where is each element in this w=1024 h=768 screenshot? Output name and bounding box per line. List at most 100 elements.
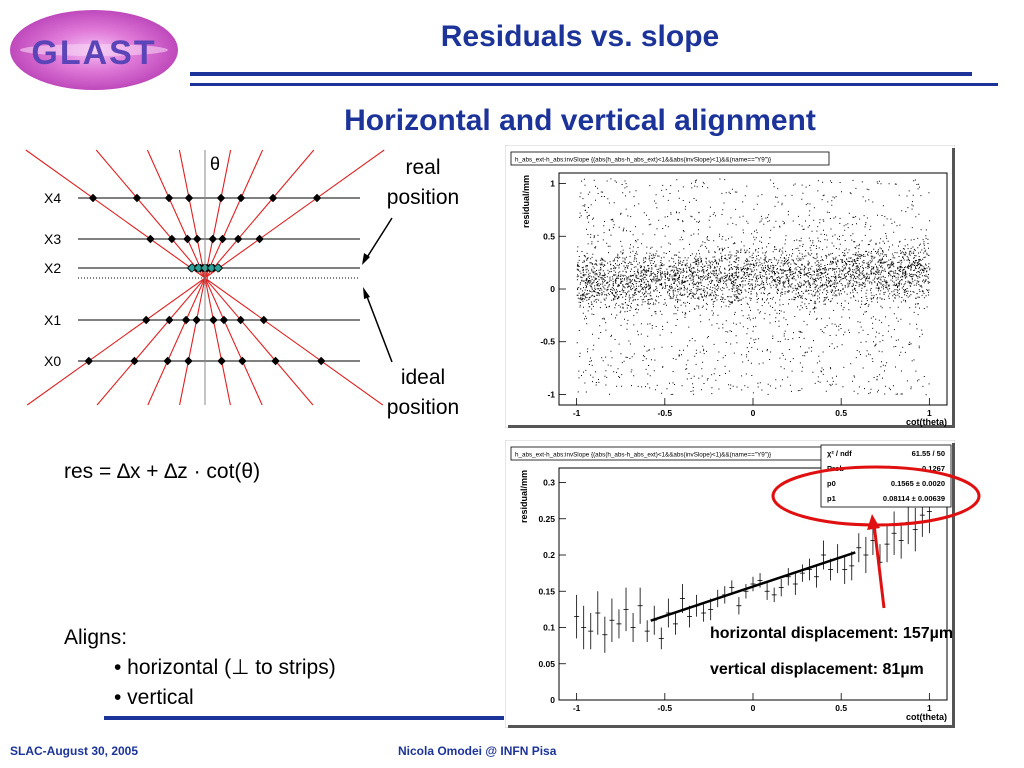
profile-point bbox=[799, 564, 805, 582]
real-label-2: position bbox=[387, 186, 459, 209]
highlight-arrow bbox=[872, 523, 886, 609]
real-hit-point bbox=[206, 263, 217, 273]
profile-point bbox=[884, 526, 890, 563]
y-tick-label: 0.2 bbox=[543, 550, 555, 560]
scatter-xlabel: cot(theta) bbox=[906, 417, 947, 427]
stat-label-2: p0 bbox=[827, 479, 836, 488]
profile-point bbox=[602, 616, 608, 653]
layer-label: X0 bbox=[44, 353, 61, 369]
hit-point bbox=[146, 234, 155, 244]
profile-point bbox=[672, 613, 678, 635]
layer-label: X1 bbox=[44, 312, 61, 328]
profile-point bbox=[912, 507, 918, 552]
hit-point bbox=[233, 234, 243, 244]
hit-point bbox=[216, 193, 226, 203]
scatter-axes: -1 -0.5 0 0.5 1 -1 -0.5 0 0.5 1 bbox=[540, 179, 932, 418]
real-label-1: real bbox=[405, 156, 440, 179]
profile-point bbox=[581, 605, 587, 650]
hit-point bbox=[184, 356, 193, 366]
title-rule-top bbox=[190, 72, 972, 76]
x-tick-label: -0.5 bbox=[657, 408, 672, 418]
hit-point bbox=[238, 356, 247, 366]
profile-point bbox=[658, 627, 664, 650]
x-tick-label: 0 bbox=[751, 408, 756, 418]
residual-formula: res = ∆x + ∆z · cot(θ) bbox=[64, 460, 261, 483]
hit-point bbox=[208, 234, 218, 244]
y-tick-label: 0.05 bbox=[538, 659, 555, 669]
stat-value-0: 61.55 / 50 bbox=[912, 449, 945, 458]
profile-point bbox=[863, 536, 869, 574]
stat-value-3: 0.08114 ± 0.00639 bbox=[883, 494, 945, 503]
layer-label: X4 bbox=[44, 190, 61, 206]
profile-point bbox=[574, 594, 580, 639]
ideal-arrow bbox=[365, 293, 393, 363]
y-tick-label: -1 bbox=[547, 389, 555, 399]
profile-point bbox=[743, 584, 749, 599]
hit-point bbox=[84, 356, 94, 366]
profile-point bbox=[623, 587, 629, 632]
real-hit-point bbox=[213, 263, 223, 273]
stat-value-1: 0.1267 bbox=[922, 464, 945, 473]
hit-point bbox=[183, 234, 192, 244]
hit-point bbox=[130, 356, 139, 366]
profile-point bbox=[708, 598, 714, 621]
ideal-label-1: ideal bbox=[401, 366, 445, 389]
y-tick-label: 1 bbox=[550, 179, 555, 189]
profile-point bbox=[778, 578, 784, 597]
slide-title: Residuals vs. slope bbox=[440, 20, 720, 53]
stat-label-0: χ² / ndf bbox=[827, 449, 852, 458]
layer-label: X3 bbox=[44, 231, 61, 247]
profile-point bbox=[644, 620, 650, 642]
profile-point bbox=[609, 598, 615, 642]
hit-point bbox=[164, 193, 174, 203]
profile-point bbox=[701, 604, 707, 622]
footer-date: SLAC-August 30, 2005 bbox=[10, 744, 139, 758]
x-tick-label: -1 bbox=[573, 408, 581, 418]
profile-point bbox=[813, 565, 819, 588]
layer-label: X2 bbox=[44, 260, 61, 276]
hit-point bbox=[259, 315, 269, 325]
stat-value-2: 0.1565 ± 0.0020 bbox=[891, 479, 945, 488]
y-tick-label: 0.1 bbox=[543, 623, 555, 633]
profile-point bbox=[891, 511, 897, 555]
profile-point bbox=[828, 558, 834, 581]
profile-point bbox=[736, 597, 742, 615]
profile-point bbox=[630, 613, 636, 642]
x-tick-label: 0.5 bbox=[835, 703, 847, 713]
tracker-layers: X4 X3 X2 X1 X0 bbox=[44, 190, 360, 369]
profile-point bbox=[849, 551, 855, 581]
highlight-overlay bbox=[771, 465, 981, 609]
profile-point bbox=[842, 555, 848, 584]
profile-point bbox=[764, 582, 770, 600]
hit-point bbox=[312, 193, 322, 203]
profile-point bbox=[750, 576, 756, 592]
x-tick-label: 1 bbox=[927, 703, 932, 713]
hit-point bbox=[209, 315, 218, 325]
hit-point bbox=[141, 315, 151, 325]
profile-point bbox=[679, 584, 685, 613]
title-rule-bottom bbox=[190, 83, 998, 86]
y-tick-label: 0.15 bbox=[538, 586, 555, 596]
x-tick-label: -1 bbox=[573, 703, 581, 713]
theta-label: θ bbox=[210, 154, 220, 174]
highlight-ellipse bbox=[771, 465, 981, 527]
fit-stats-box: χ² / ndf 61.55 / 50 Prob 0.1267 p0 0.156… bbox=[820, 444, 952, 508]
profile-ylabel: residual/mm bbox=[519, 470, 529, 523]
hit-point bbox=[165, 315, 174, 325]
profile-point bbox=[595, 591, 601, 635]
footer-author: Nicola Omodei @ INFN Pisa bbox=[398, 744, 557, 758]
hit-point bbox=[184, 193, 194, 203]
profile-point bbox=[637, 587, 643, 624]
profile-axes: -1 -0.5 0 0.5 1 0 0.05 0.1 0.15 0.2 0.25 0.3 bbox=[538, 478, 932, 714]
profile-point bbox=[771, 587, 777, 603]
hit-point bbox=[181, 315, 191, 325]
profile-xlabel: cot(theta) bbox=[906, 712, 947, 722]
ideal-label-2: position bbox=[387, 396, 459, 419]
aligns-item-vertical: • vertical bbox=[114, 686, 194, 709]
aligns-item-horizontal: • horizontal (⊥ to strips) bbox=[114, 656, 336, 679]
aligns-list: Aligns: • horizontal (⊥ to strips) • ver… bbox=[64, 623, 336, 713]
logo-text: GLAST bbox=[31, 34, 156, 72]
profile-point bbox=[856, 533, 862, 563]
aligns-heading: Aligns: bbox=[64, 626, 128, 649]
y-tick-label: 0.3 bbox=[543, 478, 555, 488]
